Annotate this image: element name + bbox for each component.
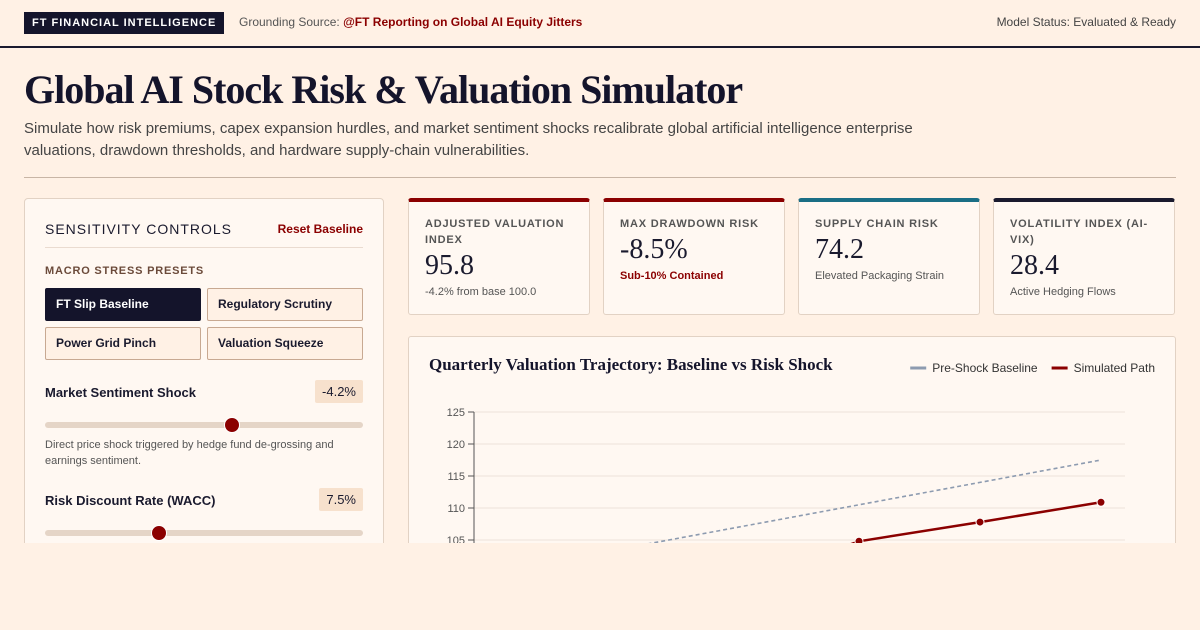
- reset-button[interactable]: Reset Baseline: [277, 222, 363, 236]
- top-bar: FT FINANCIAL INTELLIGENCE Grounding Sour…: [0, 0, 1200, 48]
- subtitle: Simulate how risk premiums, capex expans…: [24, 120, 913, 159]
- divider: [24, 177, 1176, 178]
- slider-label: Market Sentiment Shock: [45, 385, 196, 400]
- title: Global AI Stock Risk & Valuation Simulat…: [24, 67, 743, 112]
- controls-title: SENSITIVITY CONTROLS: [45, 221, 232, 237]
- kpi-card: SUPPLY CHAIN RISK 74.2 Elevated Packaging …: [798, 198, 980, 315]
- kpi-label: ADJUSTED VALUATION INDEX: [425, 218, 565, 246]
- preset-button[interactable]: FT Slip Baseline: [45, 288, 201, 321]
- kpi-card: MAX DRAWDOWN RISK -8.5% Sub-10% Contained: [603, 198, 785, 315]
- series-line: [648, 459, 1102, 543]
- kpi-card: VOLATILITY INDEX (AI-VIX) 28.4 Active Hedg…: [993, 198, 1175, 315]
- point: [975, 517, 985, 527]
- kpi-note: Elevated Packaging Strain: [815, 270, 945, 282]
- content: SENSITIVITY CONTROLS Reset Baseline MACR…: [24, 198, 1176, 543]
- divider: [45, 247, 363, 248]
- slider-thumb[interactable]: [224, 417, 240, 433]
- chart: Quarterly Valuation Trajectory: Baseline…: [429, 355, 1155, 543]
- presets-label: MACRO STRESS PRESETS: [45, 265, 205, 277]
- kpi-label: MAX DRAWDOWN RISK: [620, 218, 759, 230]
- source-label: Grounding Source:: [239, 15, 340, 29]
- y-tick-label: 125: [447, 407, 465, 419]
- slider-track[interactable]: [45, 422, 363, 428]
- source: Grounding Source: @FT Reporting on Globa…: [239, 15, 582, 29]
- kpi-note: Sub-10% Contained: [620, 270, 724, 282]
- status: Model Status: Evaluated & Ready: [996, 15, 1176, 29]
- series-line: [850, 501, 1102, 543]
- preset-button[interactable]: Regulatory Scrutiny: [207, 288, 363, 321]
- kpi-value: 28.4: [1010, 250, 1059, 281]
- y-tick-label: 105: [447, 535, 465, 543]
- kpi-label: VOLATILITY INDEX (AI-VIX): [1010, 218, 1149, 246]
- source-link[interactable]: @FT Reporting on Global AI Equity Jitter…: [343, 15, 583, 29]
- y-tick-label: 115: [447, 471, 465, 483]
- slider-note: Direct price shock triggered by hedge fu…: [45, 439, 334, 467]
- slider-track[interactable]: [45, 530, 363, 536]
- kpi-note: Active Hedging Flows: [1010, 286, 1116, 298]
- legend-label: Pre-Shock Baseline: [932, 361, 1038, 375]
- badge: FT FINANCIAL INTELLIGENCE: [24, 12, 225, 34]
- chart-title: Quarterly Valuation Trajectory: Baseline…: [429, 355, 833, 374]
- slider-thumb[interactable]: [151, 525, 167, 541]
- y-tick-label: 110: [447, 503, 465, 515]
- slider-label: Risk Discount Rate (WACC): [45, 493, 216, 508]
- legend-label: Simulated Path: [1074, 361, 1155, 375]
- slider-value: 7.5%: [319, 488, 363, 511]
- kpi-note: -4.2% from base 100.0: [425, 286, 537, 298]
- point: [1096, 497, 1106, 507]
- kpi-value: 74.2: [815, 234, 864, 265]
- preset-button[interactable]: Power Grid Pinch: [45, 327, 201, 360]
- kpi-label: SUPPLY CHAIN RISK: [815, 218, 939, 230]
- kpi-card: ADJUSTED VALUATION INDEX 95.8 -4.2% from b…: [408, 198, 590, 315]
- y-tick-label: 120: [447, 439, 465, 451]
- point: [854, 536, 864, 543]
- kpi-value: 95.8: [425, 250, 474, 281]
- preset-button[interactable]: Valuation Squeeze: [207, 327, 363, 360]
- slider-value: -4.2%: [315, 380, 363, 403]
- kpi-value: -8.5%: [620, 234, 688, 265]
- chart-card: Quarterly Valuation Trajectory: Baseline…: [408, 336, 1176, 543]
- controls-panel: SENSITIVITY CONTROLS Reset Baseline MACR…: [24, 198, 384, 543]
